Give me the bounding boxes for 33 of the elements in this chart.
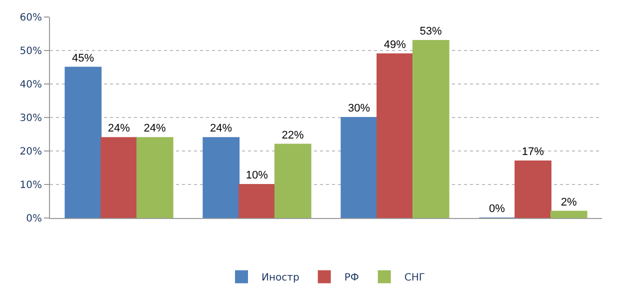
data-label: 24% — [144, 122, 166, 135]
legend-label: Иностр — [262, 272, 300, 284]
bar — [136, 137, 174, 218]
data-label: 24% — [108, 122, 130, 135]
y-tick-label: 50% — [20, 46, 42, 57]
bar — [550, 210, 588, 218]
data-label: 17% — [522, 146, 544, 158]
bar — [202, 137, 240, 218]
bar — [340, 117, 378, 218]
bar — [412, 40, 450, 218]
data-label: 30% — [348, 102, 370, 114]
bar — [100, 137, 138, 218]
data-label: 10% — [246, 170, 268, 182]
bar — [274, 144, 312, 218]
data-label: 24% — [210, 122, 232, 135]
legend-label: РФ — [344, 272, 360, 284]
y-tick-label: 0% — [26, 214, 42, 224]
data-label: 22% — [282, 129, 304, 142]
y-tick-label: 20% — [20, 146, 42, 158]
bar — [238, 184, 276, 218]
legend-label: СНГ — [404, 272, 425, 284]
data-label: 53% — [420, 25, 442, 38]
bar — [64, 66, 102, 218]
data-label: 45% — [72, 52, 94, 64]
y-tick-label: 30% — [20, 113, 42, 124]
y-tick-label: 40% — [20, 80, 42, 90]
y-tick-label: 60% — [20, 12, 42, 24]
bar — [514, 160, 552, 218]
data-label: 0% — [489, 203, 506, 215]
data-label: 49% — [384, 38, 406, 51]
y-tick-label: 10% — [20, 180, 42, 191]
bar — [376, 53, 414, 218]
data-label: 2% — [560, 196, 577, 208]
